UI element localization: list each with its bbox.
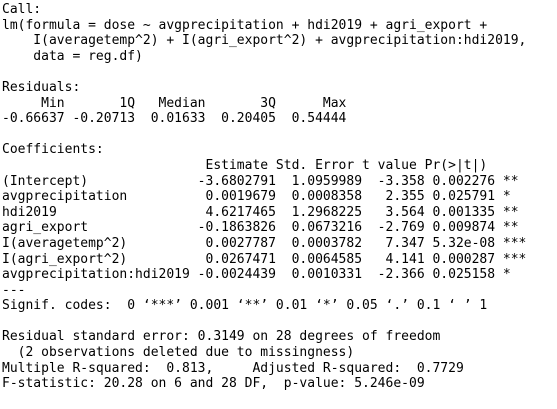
coefficients-header: Estimate Std. Error t value Pr(>|t|) xyxy=(2,157,488,173)
residuals-section: Residuals: Min 1Q Median 3Q Max -0.66637 … xyxy=(2,80,557,127)
summary-line: Residual standard error: 0.3149 on 28 de… xyxy=(2,329,441,345)
call-section: Call: lm(formula = dose ~ avgprecipitatio… xyxy=(2,2,557,64)
section-label: Residuals: xyxy=(2,79,81,95)
summary-line: Multiple R-squared: 0.813, Adjusted R-sq… xyxy=(2,360,464,376)
residuals-values: -0.66637 -0.20713 0.01633 0.20405 0.5444… xyxy=(2,111,347,127)
call-line: lm(formula = dose ~ avgprecipitation + h… xyxy=(2,17,488,33)
coefficient-row: (Intercept) -3.6802791 1.0959989 -3.358 … xyxy=(2,173,519,189)
coefficient-row: agri_export -0.1863826 0.0673216 -2.769 … xyxy=(2,220,519,236)
coefficient-row: hdi2019 4.6217465 1.2968225 3.564 0.0013… xyxy=(2,204,519,220)
summary-line: F-statistic: 20.28 on 6 and 28 DF, p-val… xyxy=(2,376,425,392)
section-label: Coefficients: xyxy=(2,142,104,158)
coefficients-section: Coefficients: Estimate Std. Error t valu… xyxy=(2,142,557,314)
signif-codes: Signif. codes: 0 ‘***’ 0.001 ‘**’ 0.01 ‘… xyxy=(2,298,488,314)
call-line: data = reg.df) xyxy=(2,48,143,64)
coefficient-row: I(agri_export^2) 0.0267471 0.0064585 4.1… xyxy=(2,251,527,267)
summary-line: (2 observations deleted due to missingne… xyxy=(2,345,355,361)
coefficient-row: avgprecipitation 0.0019679 0.0008358 2.3… xyxy=(2,189,511,205)
call-line: I(averagetemp^2) + I(agri_export^2) + av… xyxy=(2,33,527,49)
coefficient-row: avgprecipitation:hdi2019 -0.0024439 0.00… xyxy=(2,267,511,283)
residuals-header: Min 1Q Median 3Q Max xyxy=(2,95,347,111)
section-label: Call: xyxy=(2,2,42,17)
summary-section: Residual standard error: 0.3149 on 28 de… xyxy=(2,329,557,391)
coefficient-row: I(averagetemp^2) 0.0027787 0.0003782 7.3… xyxy=(2,235,527,251)
separator: --- xyxy=(2,282,26,298)
